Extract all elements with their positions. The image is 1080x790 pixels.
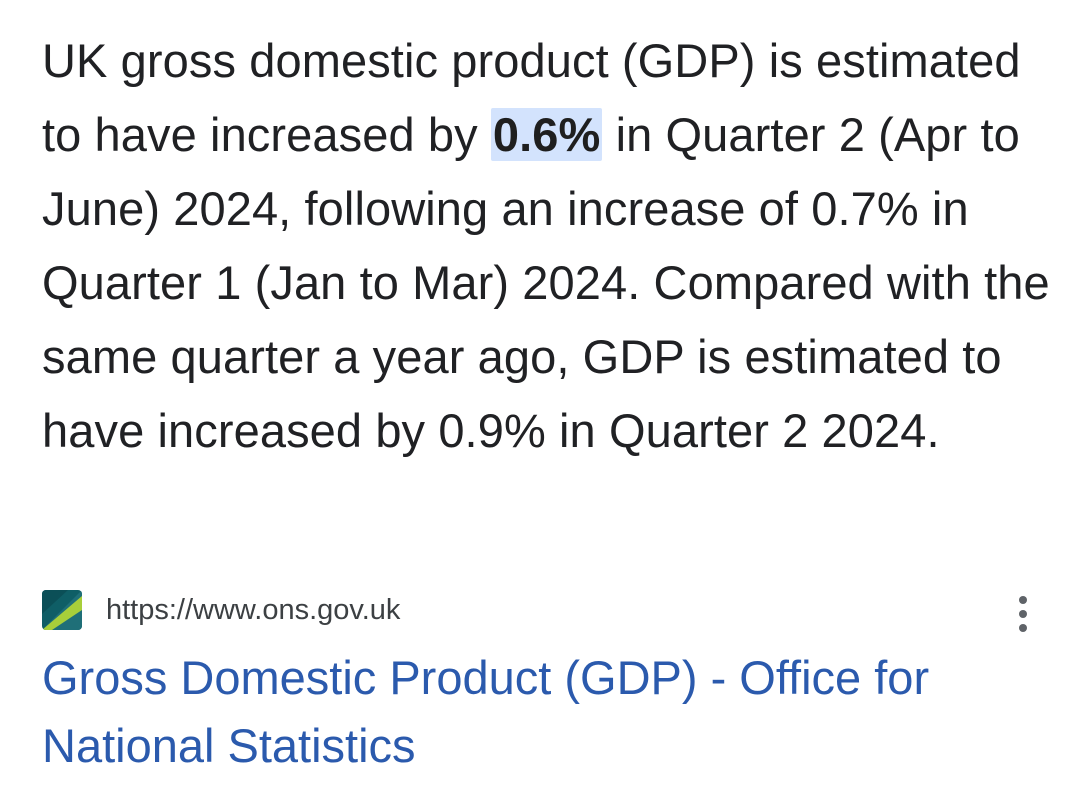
more-vert-icon xyxy=(1019,596,1027,604)
ons-logo-icon[interactable] xyxy=(42,590,82,630)
snippet-text-before: UK gross domestic product (GDP) is estim… xyxy=(42,34,1021,161)
more-options-button[interactable] xyxy=(1008,596,1038,632)
result-title-link[interactable]: Gross Domestic Product (GDP) - Office fo… xyxy=(42,651,930,772)
snippet-text-after: in Quarter 2 (Apr to June) 2024, followi… xyxy=(42,108,1050,457)
source-row: https://www.ons.gov.uk xyxy=(42,590,1038,634)
snippet-highlight: 0.6% xyxy=(490,108,603,161)
source-url[interactable]: https://www.ons.gov.uk xyxy=(106,594,401,626)
featured-snippet-text: UK gross domestic product (GDP) is estim… xyxy=(42,24,1052,468)
